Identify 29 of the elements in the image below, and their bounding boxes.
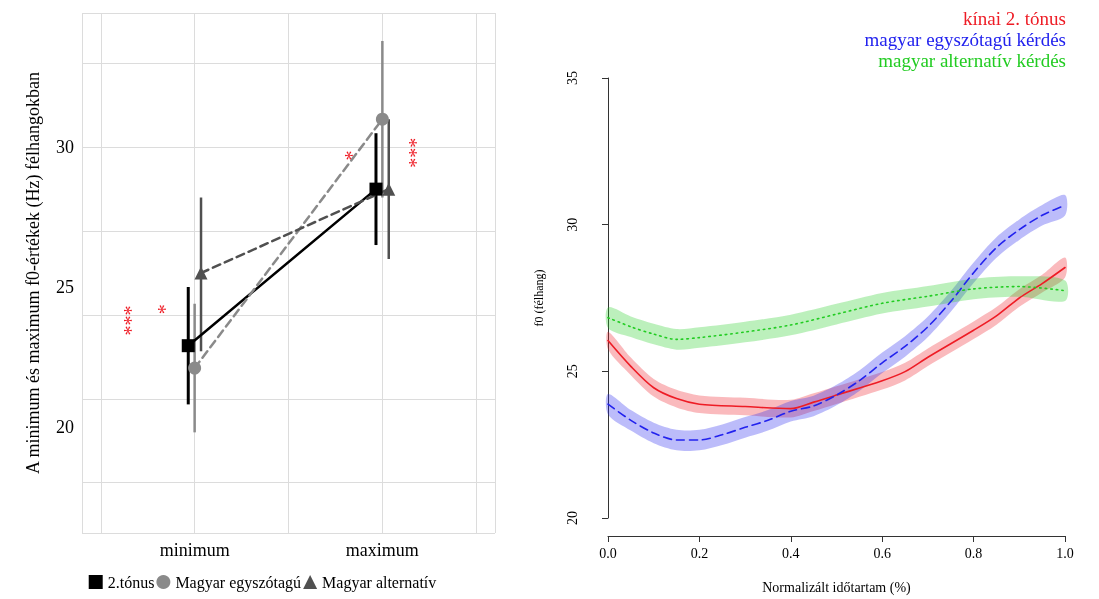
- y-tick-label: 25: [564, 364, 580, 379]
- x-axis-title: Normalizált időtartam (%): [762, 579, 912, 596]
- text: kínai 2. tónus: [963, 8, 1066, 29]
- y-tick-label: 30: [564, 217, 580, 232]
- x-tick-label: 0.4: [782, 545, 800, 561]
- legend-label: Magyar alternatív: [322, 573, 437, 592]
- x-tick-label: 0.0: [599, 545, 617, 561]
- x-tick-label: 0.6: [873, 545, 891, 561]
- legend-label: 2.tónus: [107, 573, 155, 591]
- x-tick-label: 0.8: [964, 545, 983, 561]
- text: magyar egyszótagú kérdés: [864, 29, 1066, 50]
- text: magyar alternatív kérdés: [878, 50, 1066, 71]
- x-tick-label: 0.2: [690, 545, 709, 561]
- line-series: [607, 285, 1066, 341]
- annotation: ***: [119, 305, 142, 336]
- y-tick-label: 20: [56, 416, 74, 437]
- y-axis-title: f0 (félhang): [532, 269, 546, 327]
- x-tick-label: maximum: [345, 540, 419, 560]
- annotation: *: [153, 304, 176, 315]
- y-tick-label: 35: [564, 71, 580, 85]
- y-tick-label: 30: [56, 137, 74, 158]
- annotation: ***: [405, 137, 428, 168]
- y-tick-label: 20: [564, 511, 580, 525]
- x-tick-label: minimum: [159, 540, 230, 560]
- y-axis-title: A minimum és maximum f0-értékek (Hz) félhangokban: [23, 72, 44, 474]
- x-tick-label: 1.0: [1056, 545, 1074, 561]
- y-tick-label: 25: [56, 276, 74, 297]
- annotation: *: [341, 150, 364, 161]
- legend-label: Magyar egyszótagú: [175, 573, 302, 592]
